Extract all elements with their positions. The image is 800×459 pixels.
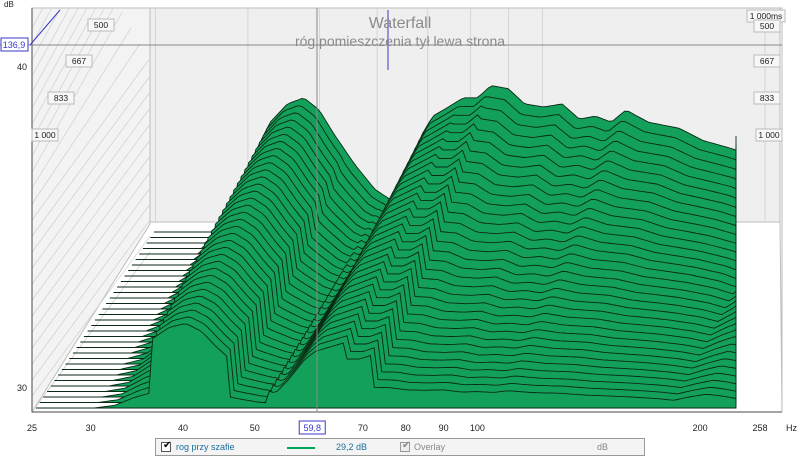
overlay-checkbox[interactable]: ✔ — [400, 440, 411, 452]
time-label-left: 1 000 — [34, 130, 56, 140]
wall-hatch — [31, 235, 151, 397]
time-label-box — [47, 91, 75, 105]
x-tick-label: 70 — [358, 423, 368, 433]
wall-hatch — [31, 219, 151, 381]
wall-hatch — [31, 7, 88, 109]
wall-hatch — [31, 139, 151, 301]
chart-title: Waterfall — [369, 15, 432, 32]
legend-bar: ✔ rog przy szafie 29,2 dB ✔ Overlay dB — [155, 438, 645, 456]
y-tick-label: 40 — [17, 62, 27, 72]
time-label-right: 1 000 — [758, 130, 780, 140]
time-label-box — [753, 19, 781, 33]
wall-hatch — [31, 7, 97, 125]
waterfall-chart[interactable]: 136,9 30405060708090100110120130140dB253… — [0, 0, 800, 436]
x-tick-label: 59,8 — [303, 423, 321, 433]
time-label-right: 1 000ms — [750, 11, 783, 21]
wall-hatch — [31, 7, 61, 61]
time-label-box — [65, 54, 93, 68]
y-tick-label: 30 — [17, 383, 27, 393]
x-tick-label: 80 — [401, 423, 411, 433]
wall-hatch — [31, 171, 151, 333]
wall-hatch — [31, 187, 151, 349]
wall-hatch — [31, 75, 151, 237]
checkmark-icon: ✔ — [402, 440, 411, 451]
wall-hatch — [31, 27, 132, 189]
wall-hatch — [31, 7, 79, 93]
time-label-box — [753, 54, 781, 68]
wall-hatch — [31, 155, 151, 317]
wall-hatch — [31, 91, 151, 253]
chart-subtitle: róg pomieszczenia tył lewa strona — [295, 33, 505, 49]
wall-hatch — [31, 107, 151, 269]
x-cursor-box — [298, 420, 326, 435]
wall-hatch — [31, 123, 151, 285]
wall-hatch — [31, 7, 70, 77]
time-label-left: 833 — [54, 93, 68, 103]
wall-hatch — [31, 7, 53, 45]
series-value: 29,2 dB — [336, 442, 368, 452]
overlay-label: Overlay — [414, 442, 446, 452]
time-label-right: 833 — [760, 93, 774, 103]
wall-hatch — [31, 43, 141, 205]
wall-hatch — [31, 7, 44, 29]
time-label-box — [755, 128, 783, 142]
time-label-box — [31, 128, 59, 142]
cursor-depth-line — [29, 9, 61, 46]
x-tick-label: 25 — [27, 423, 37, 433]
time-label-box — [87, 18, 115, 32]
wall-hatch — [31, 59, 149, 221]
x-tick-label: 40 — [178, 423, 188, 433]
time-label-right: 667 — [760, 56, 774, 66]
x-tick-label: 200 — [693, 423, 708, 433]
y-cursor-box — [0, 37, 29, 52]
wall-hatch — [31, 203, 151, 365]
series-label: rog przy szafie — [176, 442, 235, 452]
time-label-box — [753, 91, 781, 105]
legend-unit: dB — [597, 442, 609, 452]
x-tick-label: 30 — [86, 423, 96, 433]
series-line-swatch — [287, 447, 315, 449]
x-tick-label: 90 — [439, 423, 449, 433]
x-tick-label: 258 — [752, 423, 767, 433]
series-checkbox[interactable]: ✔ — [161, 440, 172, 452]
checkmark-icon: ✔ — [163, 440, 172, 451]
y-cursor-label: 136,9 — [3, 40, 26, 50]
time-label-left: 500 — [94, 20, 108, 30]
time-label-right: 500 — [760, 21, 774, 31]
x-tick-label: 100 — [470, 423, 485, 433]
waterfall-slice — [36, 323, 737, 409]
wall-hatch — [31, 11, 123, 173]
y-axis-label: dB — [4, 0, 14, 9]
x-tick-label: 50 — [250, 423, 260, 433]
time-label-left: 667 — [72, 56, 86, 66]
wall-hatch — [31, 251, 151, 413]
x-unit-label: Hz — [786, 423, 797, 433]
